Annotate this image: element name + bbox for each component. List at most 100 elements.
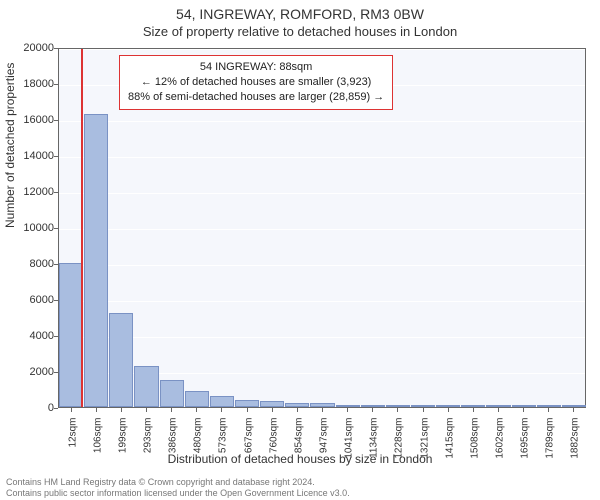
- y-tick: [54, 228, 58, 229]
- histogram-bar: [512, 405, 536, 407]
- grid-line: [59, 229, 585, 230]
- x-tick: [71, 408, 72, 412]
- x-tick-label: 1695sqm: [520, 418, 531, 468]
- histogram-bar: [411, 405, 435, 407]
- grid-line: [59, 301, 585, 302]
- x-tick-label: 1321sqm: [419, 418, 430, 468]
- x-tick-label: 1228sqm: [394, 418, 405, 468]
- x-tick-label: 760sqm: [268, 418, 279, 468]
- histogram-bar: [160, 380, 184, 407]
- x-tick-label: 1415sqm: [444, 418, 455, 468]
- x-tick: [196, 408, 197, 412]
- y-tick-label: 10000: [4, 222, 54, 234]
- grid-line: [59, 157, 585, 158]
- annotation-line: 54 INGREWAY: 88sqm: [128, 60, 384, 75]
- y-tick: [54, 120, 58, 121]
- histogram-bar: [562, 405, 586, 407]
- x-tick-label: 12sqm: [67, 418, 78, 468]
- x-tick-label: 1882sqm: [570, 418, 581, 468]
- x-tick: [171, 408, 172, 412]
- y-tick: [54, 336, 58, 337]
- histogram-bar: [486, 405, 510, 407]
- histogram-bar: [386, 405, 410, 407]
- x-tick-label: 106sqm: [92, 418, 103, 468]
- histogram-bar: [361, 405, 385, 407]
- histogram-bar: [436, 405, 460, 407]
- histogram-bar: [59, 263, 83, 407]
- y-tick-label: 12000: [4, 186, 54, 198]
- x-tick: [448, 408, 449, 412]
- x-tick: [221, 408, 222, 412]
- plot-area: 54 INGREWAY: 88sqm← 12% of detached hous…: [58, 48, 586, 408]
- grid-line: [59, 337, 585, 338]
- x-tick: [247, 408, 248, 412]
- x-tick-label: 667sqm: [243, 418, 254, 468]
- footer-line1: Contains HM Land Registry data © Crown c…: [6, 477, 350, 487]
- histogram-bar: [336, 405, 360, 407]
- annotation-line: ← 12% of detached houses are smaller (3,…: [128, 75, 384, 90]
- y-tick-label: 6000: [4, 294, 54, 306]
- x-tick-label: 1508sqm: [469, 418, 480, 468]
- y-tick-label: 18000: [4, 78, 54, 90]
- x-tick: [473, 408, 474, 412]
- y-tick-label: 0: [4, 402, 54, 414]
- y-tick-label: 20000: [4, 42, 54, 54]
- y-tick-label: 8000: [4, 258, 54, 270]
- x-tick: [498, 408, 499, 412]
- y-tick-label: 2000: [4, 366, 54, 378]
- histogram-bar: [461, 405, 485, 407]
- histogram-bar: [109, 313, 133, 407]
- chart-title-main: 54, INGREWAY, ROMFORD, RM3 0BW: [0, 6, 600, 22]
- histogram-bar: [260, 401, 284, 407]
- annotation-line: 88% of semi-detached houses are larger (…: [128, 90, 384, 105]
- reference-line: [81, 49, 83, 407]
- footer-line2: Contains public sector information licen…: [6, 488, 350, 498]
- y-tick: [54, 84, 58, 85]
- x-tick-label: 1041sqm: [344, 418, 355, 468]
- x-tick-label: 1602sqm: [495, 418, 506, 468]
- grid-line: [59, 121, 585, 122]
- x-tick: [96, 408, 97, 412]
- histogram-bar: [537, 405, 561, 407]
- histogram-bar: [310, 403, 334, 407]
- y-tick: [54, 408, 58, 409]
- x-tick-label: 947sqm: [319, 418, 330, 468]
- y-tick: [54, 156, 58, 157]
- grid-line: [59, 193, 585, 194]
- histogram-bar: [210, 396, 234, 407]
- histogram-bar: [134, 366, 158, 407]
- x-tick: [272, 408, 273, 412]
- x-tick: [523, 408, 524, 412]
- chart-title-sub: Size of property relative to detached ho…: [0, 24, 600, 39]
- x-tick: [548, 408, 549, 412]
- x-tick: [372, 408, 373, 412]
- y-tick: [54, 300, 58, 301]
- y-tick-label: 16000: [4, 114, 54, 126]
- x-tick: [146, 408, 147, 412]
- x-tick: [297, 408, 298, 412]
- x-tick: [397, 408, 398, 412]
- y-tick: [54, 48, 58, 49]
- histogram-bar: [285, 403, 309, 408]
- histogram-bar: [235, 400, 259, 407]
- x-tick: [322, 408, 323, 412]
- x-tick-label: 293sqm: [143, 418, 154, 468]
- x-tick: [347, 408, 348, 412]
- footer-text: Contains HM Land Registry data © Crown c…: [6, 477, 350, 498]
- x-tick: [573, 408, 574, 412]
- x-tick: [121, 408, 122, 412]
- grid-line: [59, 265, 585, 266]
- histogram-bar: [84, 114, 108, 407]
- y-tick: [54, 192, 58, 193]
- x-tick-label: 480sqm: [193, 418, 204, 468]
- y-tick-label: 14000: [4, 150, 54, 162]
- x-tick-label: 854sqm: [293, 418, 304, 468]
- grid-line: [59, 49, 585, 50]
- x-tick-label: 573sqm: [218, 418, 229, 468]
- histogram-bar: [185, 391, 209, 407]
- x-tick-label: 386sqm: [168, 418, 179, 468]
- y-tick: [54, 372, 58, 373]
- x-tick-label: 1134sqm: [369, 418, 380, 468]
- x-tick-label: 1789sqm: [545, 418, 556, 468]
- y-tick-label: 4000: [4, 330, 54, 342]
